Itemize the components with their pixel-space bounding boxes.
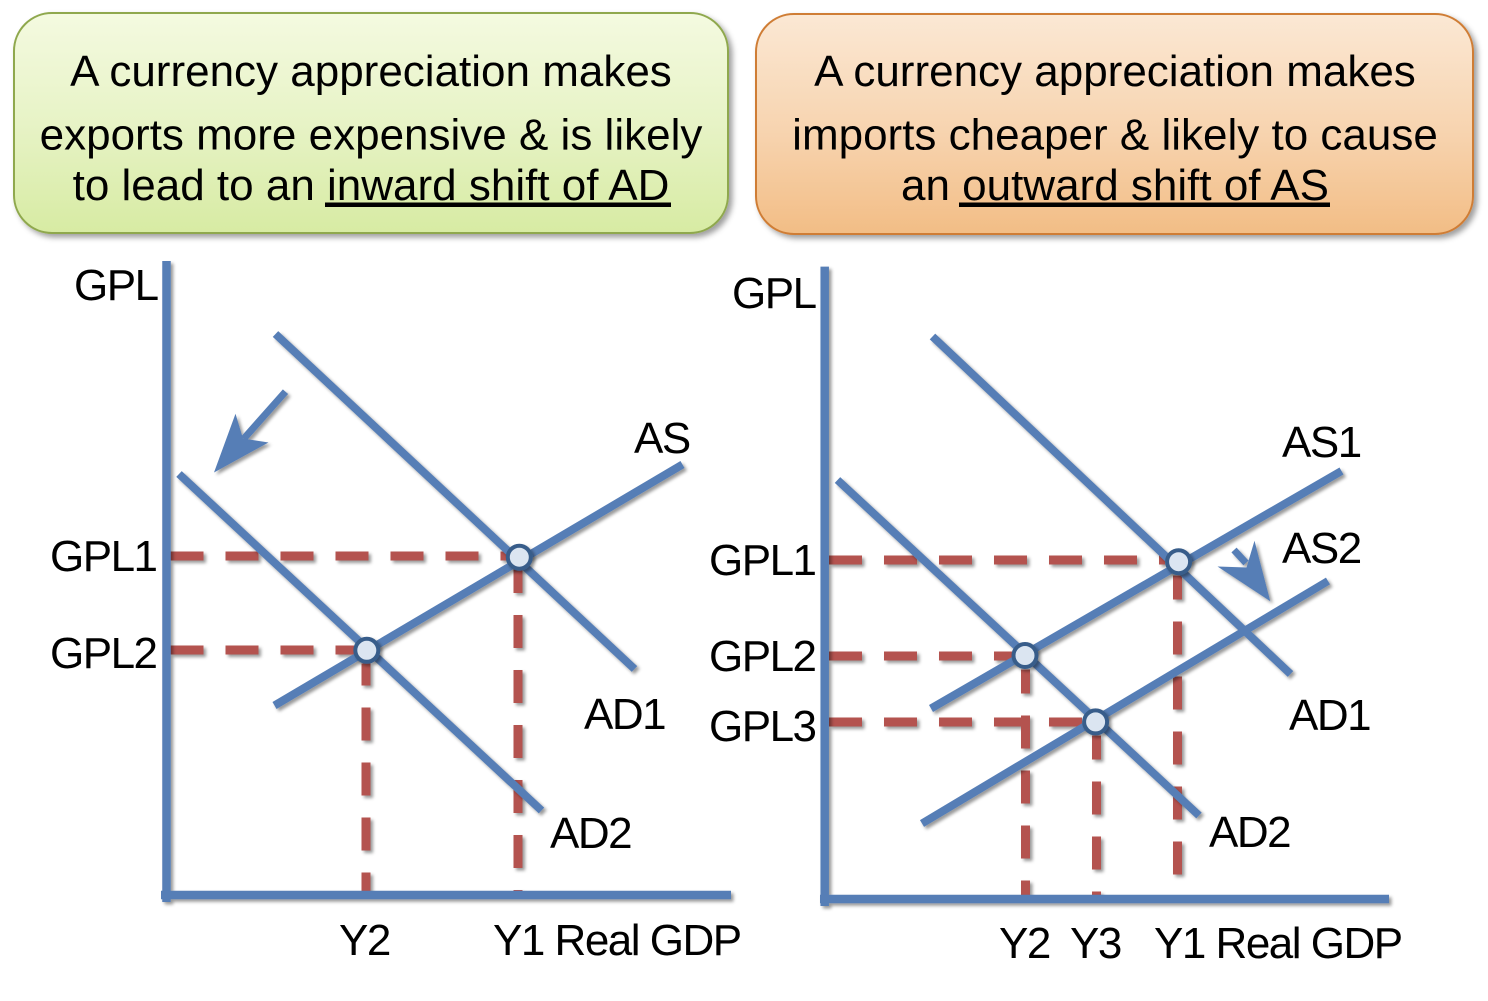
- svg-text:Y2: Y2: [339, 916, 390, 965]
- svg-text:to lead to an inward shift of: to lead to an inward shift of AD: [73, 161, 670, 210]
- svg-text:an outward shift of AS: an outward shift of AS: [901, 161, 1329, 210]
- svg-text:Y1 Real GDP: Y1 Real GDP: [493, 916, 741, 965]
- svg-text:GPL2: GPL2: [50, 629, 157, 678]
- svg-text:Y3: Y3: [1070, 919, 1121, 968]
- svg-text:GPL: GPL: [732, 269, 817, 318]
- svg-text:GPL1: GPL1: [50, 532, 157, 581]
- svg-text:AS: AS: [634, 414, 690, 463]
- svg-text:Y1 Real GDP: Y1 Real GDP: [1154, 919, 1402, 968]
- svg-text:GPL3: GPL3: [709, 702, 816, 751]
- svg-text:A currency appreciation makes: A currency appreciation makes: [70, 47, 672, 96]
- svg-text:AD1: AD1: [584, 690, 665, 739]
- svg-text:GPL1: GPL1: [709, 536, 816, 585]
- svg-text:AS2: AS2: [1282, 524, 1361, 573]
- svg-text:AD2: AD2: [550, 809, 631, 858]
- svg-text:AS1: AS1: [1282, 418, 1361, 467]
- svg-text:A currency appreciation makes: A currency appreciation makes: [814, 47, 1416, 96]
- svg-text:GPL: GPL: [74, 261, 159, 310]
- svg-text:imports cheaper & likely to ca: imports cheaper & likely to cause: [792, 111, 1438, 160]
- svg-text:GPL2: GPL2: [709, 632, 816, 681]
- svg-text:AD2: AD2: [1209, 808, 1290, 857]
- svg-text:Y2: Y2: [999, 919, 1050, 968]
- svg-text:AD1: AD1: [1289, 691, 1370, 740]
- svg-text:exports more expensive & is li: exports more expensive & is likely: [40, 111, 703, 160]
